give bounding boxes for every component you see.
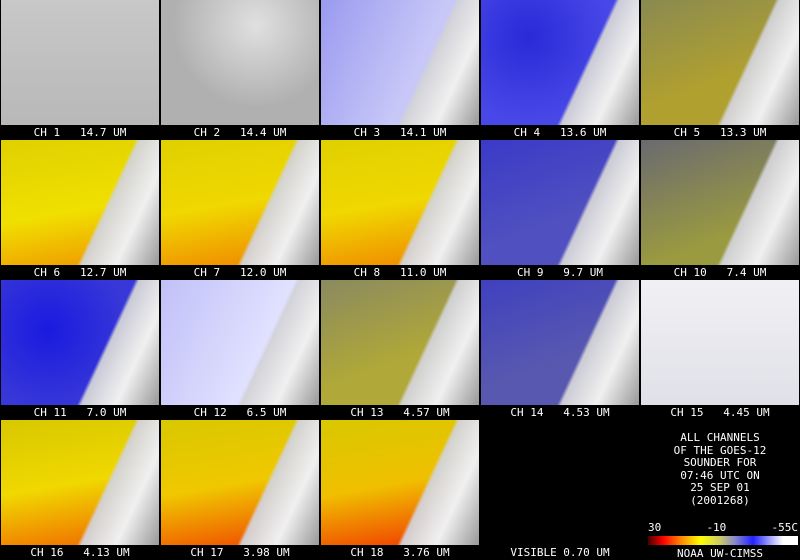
channel-label: VISIBLE 0.70 UM — [510, 546, 610, 559]
satellite-image — [1, 0, 159, 125]
satellite-image — [481, 0, 639, 125]
satellite-image — [641, 140, 799, 265]
panel: CH 4 13.6 UM — [480, 0, 640, 140]
channel-label: CH 11 7.0 UM — [33, 406, 127, 419]
channel-label: CH 4 13.6 UM — [513, 126, 607, 139]
channel-label: CH 2 14.4 UM — [193, 126, 287, 139]
panel: CH 1 14.7 UM — [0, 0, 160, 140]
channel-label: CH 5 13.3 UM — [673, 126, 767, 139]
panel: CH 11 7.0 UM — [0, 280, 160, 420]
satellite-image — [321, 140, 479, 265]
panel: CH 7 12.0 UM — [160, 140, 320, 280]
info-line: OF THE GOES-12 — [673, 443, 767, 457]
info-line: SOUNDER FOR — [683, 456, 757, 469]
channel-label: CH 18 3.76 UM — [350, 546, 450, 559]
info-line: 25 SEP 01 — [690, 481, 750, 494]
channel-label: CH 13 4.57 UM — [350, 406, 450, 419]
satellite-image — [161, 140, 319, 265]
satellite-image — [321, 0, 479, 125]
color-bar — [648, 536, 798, 545]
channel-label: CH 8 11.0 UM — [353, 266, 447, 279]
satellite-image — [161, 0, 319, 125]
credit: NOAA UW-CIMSS — [676, 547, 764, 560]
panel: CH 16 4.13 UM — [0, 420, 160, 560]
panel: CH 15 4.45 UM — [640, 280, 800, 420]
channel-label: CH 6 12.7 UM — [33, 266, 127, 279]
panel: CH 18 3.76 UM — [320, 420, 480, 560]
channel-label: CH 16 4.13 UM — [30, 546, 130, 559]
panel: CH 6 12.7 UM — [0, 140, 160, 280]
satellite-image — [321, 280, 479, 405]
channel-label: CH 3 14.1 UM — [353, 126, 447, 139]
panel: CH 13 4.57 UM — [320, 280, 480, 420]
satellite-image — [481, 420, 639, 545]
satellite-image — [481, 280, 639, 405]
satellite-image — [481, 140, 639, 265]
channel-label: CH 15 4.45 UM — [670, 406, 770, 419]
info-line: (2001268) — [690, 493, 750, 507]
channel-label: CH 7 12.0 UM — [193, 266, 287, 279]
channel-label: CH 10 7.4 UM — [673, 266, 767, 279]
channel-label: CH 17 3.98 UM — [190, 546, 290, 559]
panel: CH 5 13.3 UM — [640, 0, 800, 140]
scale-label: -55C — [771, 521, 799, 534]
color-scale-labels: 30 -10 -55C — [648, 521, 798, 534]
info-line: ALL CHANNELS — [680, 431, 760, 444]
satellite-image — [321, 420, 479, 545]
panel: CH 8 11.0 UM — [320, 140, 480, 280]
panel: CH 2 14.4 UM — [160, 0, 320, 140]
panel: CH 10 7.4 UM — [640, 140, 800, 280]
satellite-image — [1, 140, 159, 265]
satellite-image — [641, 280, 799, 405]
scale-label: 30 — [648, 521, 662, 534]
info-panel: ALL CHANNELS OF THE GOES-12 SOUNDER FOR 07:… — [640, 420, 800, 560]
channel-label: CH 1 14.7 UM — [33, 126, 127, 139]
panel: CH 3 14.1 UM — [320, 0, 480, 140]
satellite-image — [161, 280, 319, 405]
channel-label: CH 14 4.53 UM — [510, 406, 610, 419]
satellite-image — [641, 0, 799, 125]
scale-label: -10 — [706, 521, 727, 534]
panel: CH 12 6.5 UM — [160, 280, 320, 420]
panel: VISIBLE 0.70 UM — [480, 420, 640, 560]
satellite-image — [1, 420, 159, 545]
satellite-image — [161, 420, 319, 545]
channel-label: CH 9 9.7 UM — [516, 266, 604, 279]
satellite-image — [1, 280, 159, 405]
info-line: 07:46 UTC ON — [680, 468, 760, 482]
panel: CH 9 9.7 UM — [480, 140, 640, 280]
panel: CH 17 3.98 UM — [160, 420, 320, 560]
channel-label: CH 12 6.5 UM — [193, 406, 287, 419]
panel: CH 14 4.53 UM — [480, 280, 640, 420]
